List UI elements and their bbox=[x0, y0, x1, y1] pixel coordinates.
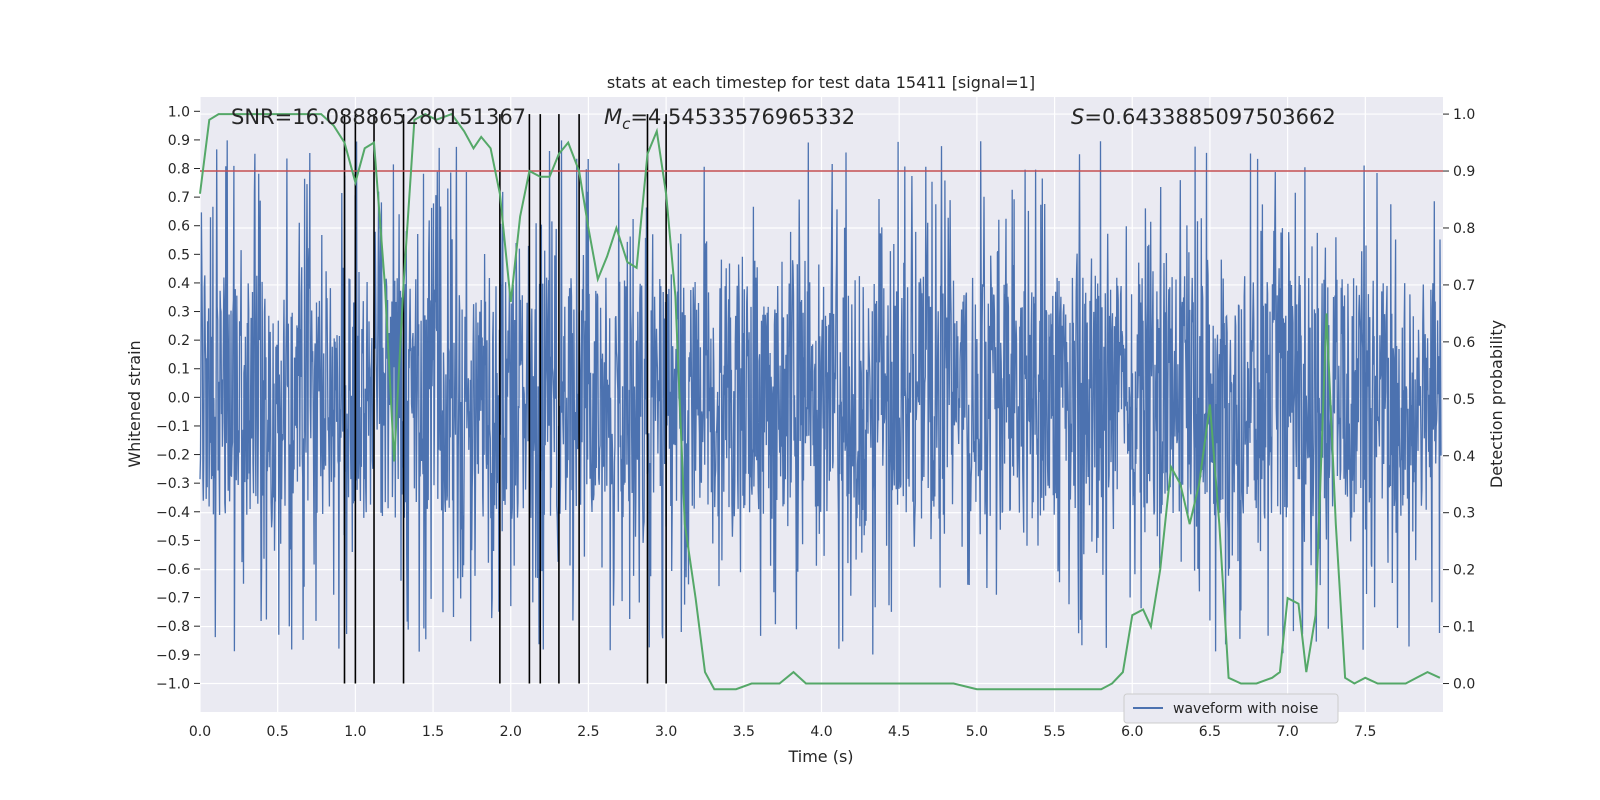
x-tick-label: 4.5 bbox=[888, 724, 910, 740]
y2-tick-label: 0.2 bbox=[1453, 563, 1475, 579]
y-tick-label: 0.4 bbox=[168, 276, 190, 292]
s-annotation: S=0.6433885097503662 bbox=[1071, 105, 1336, 129]
x-tick-label: 1.5 bbox=[422, 724, 444, 740]
mc-symbol: M bbox=[604, 105, 622, 129]
chart-title: stats at each timestep for test data 154… bbox=[607, 73, 1035, 92]
snr-annotation: SNR=16.088865280151367 bbox=[231, 105, 526, 129]
y2-axis-label: Detection probability bbox=[1487, 320, 1506, 488]
y2-tick-label: 0.9 bbox=[1453, 164, 1475, 180]
y2-tick-label: 0.8 bbox=[1453, 221, 1475, 237]
y-tick-label: 0.0 bbox=[168, 390, 190, 406]
waveform-line bbox=[199, 140, 1442, 655]
y-tick-label: 0.9 bbox=[168, 133, 190, 149]
vertical-lines bbox=[343, 114, 667, 684]
y-tick-label: −0.9 bbox=[156, 648, 190, 664]
y2-tick-label: 0.0 bbox=[1453, 677, 1475, 693]
x-tick-label: 0.5 bbox=[267, 724, 289, 740]
x-tick-label: 3.5 bbox=[733, 724, 755, 740]
mc-subscript: c bbox=[622, 115, 631, 133]
y2-tick-label: 0.5 bbox=[1453, 392, 1475, 408]
x-tick-label: 6.5 bbox=[1199, 724, 1221, 740]
x-tick-label: 0.0 bbox=[189, 724, 211, 740]
legend: waveform with noise bbox=[1123, 693, 1339, 724]
detection-probability-line bbox=[199, 112, 1441, 691]
legend-box bbox=[1123, 693, 1339, 724]
x-tick-label: 2.5 bbox=[577, 724, 599, 740]
x-axis-label: Time (s) bbox=[787, 747, 853, 766]
y-tick-label: 0.5 bbox=[168, 247, 190, 263]
y-tick-label: −0.7 bbox=[156, 591, 190, 607]
y-tick-label: −0.1 bbox=[156, 419, 190, 435]
mc-value: =4.54533576965332 bbox=[630, 105, 855, 129]
y2-tick-label: 0.1 bbox=[1453, 620, 1475, 636]
x-tick-label: 7.0 bbox=[1276, 724, 1298, 740]
y-tick-label: −0.5 bbox=[156, 533, 190, 549]
y-tick-label: 0.6 bbox=[168, 219, 190, 235]
s-symbol: S bbox=[1071, 105, 1084, 129]
y-tick-label: −0.4 bbox=[156, 505, 190, 521]
x-ticks: 0.0 0.5 1.0 1.5 2.0 2.5 3.0 3.5 4.0 4.5 5.0 5.5 6.0 6… bbox=[189, 724, 1377, 740]
x-tick-label: 5.5 bbox=[1043, 724, 1065, 740]
y-axis-label: Whitened strain bbox=[125, 340, 144, 467]
y2-ticks: 1.0 0.9 0.8 0.7 0.6 0.5 0.4 0.3 0.2 0.1 0.0 bbox=[1443, 107, 1475, 693]
x-tick-label: 6.0 bbox=[1121, 724, 1143, 740]
waveform-series bbox=[199, 140, 1442, 655]
y-tick-label: −0.2 bbox=[156, 448, 190, 464]
y-tick-label: −0.6 bbox=[156, 562, 190, 578]
y2-tick-label: 0.4 bbox=[1453, 449, 1475, 465]
y-tick-label: 0.3 bbox=[168, 305, 190, 321]
x-tick-label: 1.0 bbox=[344, 724, 366, 740]
mc-annotation: Mc=4.54533576965332 bbox=[604, 105, 855, 133]
s-value: =0.6433885097503662 bbox=[1084, 105, 1335, 129]
y-tick-label: −0.3 bbox=[156, 476, 190, 492]
x-tick-label: 5.0 bbox=[966, 724, 988, 740]
y2-tick-label: 0.7 bbox=[1453, 278, 1475, 294]
y2-tick-label: 0.3 bbox=[1453, 506, 1475, 522]
y-tick-label: 0.2 bbox=[168, 333, 190, 349]
x-tick-label: 4.0 bbox=[810, 724, 832, 740]
y2-tick-label: 0.6 bbox=[1453, 335, 1475, 351]
x-tick-label: 2.0 bbox=[500, 724, 522, 740]
legend-label: waveform with noise bbox=[1173, 701, 1318, 717]
y-tick-label: −0.8 bbox=[156, 619, 190, 635]
x-tick-label: 3.0 bbox=[655, 724, 677, 740]
y2-tick-label: 1.0 bbox=[1453, 107, 1475, 123]
y-tick-label: 0.7 bbox=[168, 190, 190, 206]
y-ticks: 1.0 0.9 0.8 0.7 0.6 0.5 0.4 0.3 0.2 0.1 0.0 −0.1 −0.… bbox=[156, 104, 200, 692]
y-tick-label: 0.1 bbox=[168, 362, 190, 378]
y-tick-label: 0.8 bbox=[168, 162, 190, 178]
x-tick-label: 7.5 bbox=[1354, 724, 1376, 740]
y-tick-label: −1.0 bbox=[156, 676, 190, 692]
y-tick-label: 1.0 bbox=[168, 104, 190, 120]
